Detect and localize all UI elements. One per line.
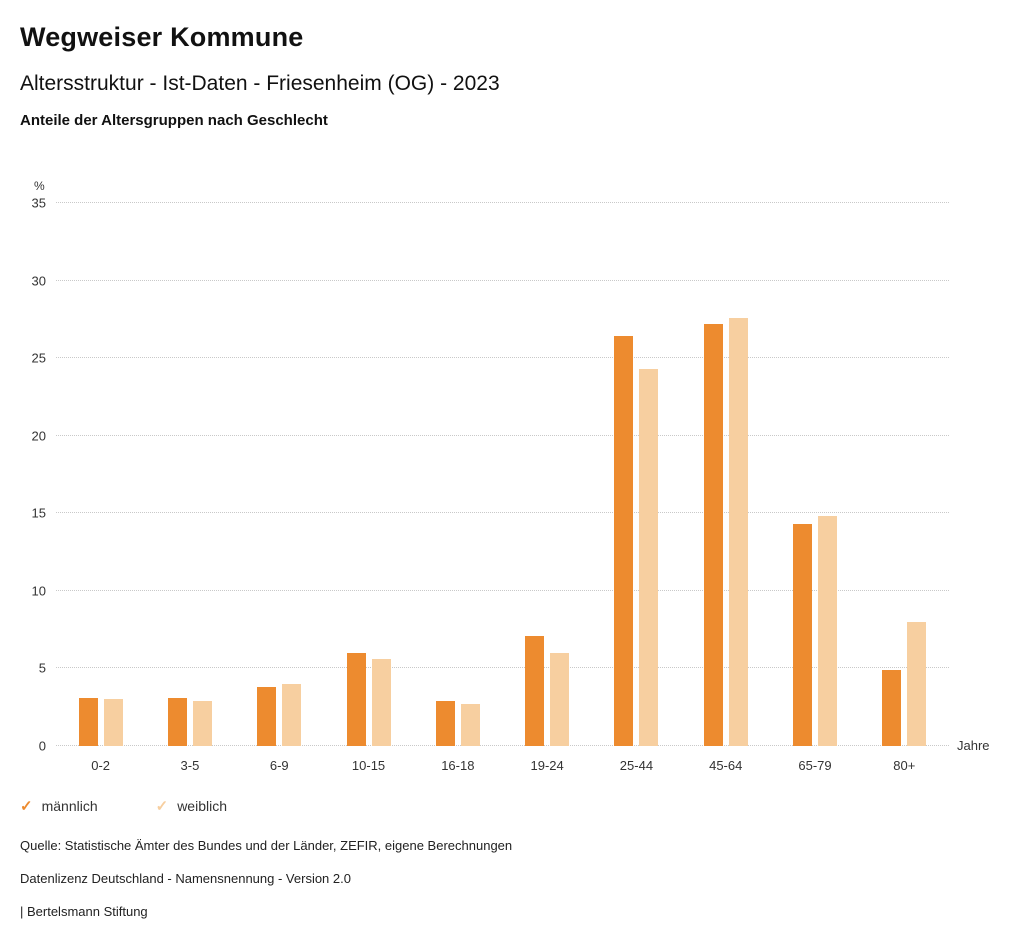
bar-männlich-25-44[interactable] — [614, 336, 634, 746]
bar-group-16-18 — [413, 203, 502, 746]
bar-weiblich-6-9[interactable] — [282, 683, 302, 746]
legend-item-männlich[interactable]: ✓ männlich — [20, 798, 98, 814]
gridline — [56, 745, 949, 746]
source-note: Quelle: Statistische Ämter des Bundes un… — [20, 838, 513, 853]
gridline — [56, 357, 949, 359]
x-tick-label: 80+ — [893, 758, 916, 773]
x-tick-label: 65-79 — [798, 758, 832, 773]
page-title: Wegweiser Kommune — [20, 22, 304, 52]
attribution-note: | Bertelsmann Stiftung — [20, 904, 148, 919]
gridline — [56, 667, 949, 669]
license-note: Datenlizenz Deutschland - Namensnennung … — [20, 871, 351, 886]
bar-männlich-80+[interactable] — [882, 669, 902, 746]
y-tick-label: 0 — [38, 738, 46, 754]
gridline — [56, 434, 949, 436]
legend-label: weiblich — [177, 798, 227, 814]
x-axis-title: Jahre — [949, 203, 1004, 753]
y-axis-unit-label: % — [34, 179, 45, 193]
gridline — [56, 279, 949, 281]
bar-männlich-19-24[interactable] — [525, 635, 545, 746]
bar-weiblich-65-79[interactable] — [818, 516, 838, 746]
bar-männlich-65-79[interactable] — [793, 524, 813, 746]
bar-group-80+ — [860, 203, 949, 746]
bar-weiblich-10-15[interactable] — [371, 659, 391, 746]
bar-group-0-2 — [56, 203, 145, 746]
bar-group-19-24 — [502, 203, 591, 746]
y-tick-label: 10 — [31, 583, 46, 599]
bar-group-65-79 — [770, 203, 859, 746]
x-tick-label: 19-24 — [530, 758, 564, 773]
bar-männlich-10-15[interactable] — [346, 652, 366, 746]
bar-weiblich-0-2[interactable] — [103, 699, 123, 746]
legend-label: männlich — [41, 798, 98, 814]
bar-chart: 0 5 10 15 20 25 30 35 0-2 3-5 6-9 10-15 16-18 19-24 2… — [20, 197, 1004, 774]
gridline — [56, 202, 949, 203]
y-tick-label: 35 — [31, 195, 46, 211]
bar-männlich-45-64[interactable] — [703, 324, 723, 746]
x-tick-label: 10-15 — [351, 758, 386, 773]
x-tick-label: 6-9 — [269, 758, 289, 773]
bar-group-10-15 — [324, 203, 413, 746]
bar-männlich-0-2[interactable] — [78, 697, 98, 746]
footer: Quelle: Statistische Ämter des Bundes un… — [20, 838, 1004, 919]
y-tick-label: 5 — [38, 660, 46, 676]
plot-area: 0-2 3-5 6-9 10-15 16-18 19-24 25-44 45-64 65-79 8… — [56, 202, 949, 773]
x-axis-title-label: Jahre — [957, 738, 990, 753]
bar-group-25-44 — [592, 203, 681, 746]
bar-männlich-3-5[interactable] — [167, 697, 187, 746]
chart-subtitle: Anteile der Altersgruppen nach Geschlech… — [20, 112, 328, 129]
bar-group-6-9 — [235, 203, 324, 746]
bar-weiblich-3-5[interactable] — [192, 701, 212, 746]
x-tick-label: 45-64 — [709, 758, 743, 773]
bar-group-3-5 — [145, 203, 234, 746]
chart-title: Altersstruktur - Ist-Daten - Friesenheim… — [20, 72, 500, 95]
bar-weiblich-25-44[interactable] — [639, 369, 659, 746]
x-tick-label: 16-18 — [441, 758, 475, 773]
checkmark-icon: ✓ — [155, 797, 169, 815]
x-labels: 0-2 3-5 6-9 10-15 16-18 19-24 25-44 45-64 65-79 8… — [56, 758, 949, 773]
bar-groups — [56, 203, 949, 746]
checkmark-icon: ✓ — [20, 797, 33, 815]
y-tick-label: 25 — [31, 350, 46, 366]
bar-männlich-6-9[interactable] — [257, 687, 277, 746]
x-tick-label: 25-44 — [619, 758, 654, 773]
y-axis: 0 5 10 15 20 25 30 35 — [20, 197, 56, 753]
y-tick-label: 30 — [31, 273, 46, 289]
y-tick-label: 20 — [31, 428, 46, 444]
gridline — [56, 589, 949, 591]
x-tick-label: 0-2 — [91, 758, 111, 773]
bar-weiblich-45-64[interactable] — [728, 317, 748, 746]
gridline — [56, 512, 949, 514]
legend: ✓ männlich ✓ weiblich — [20, 798, 1004, 814]
bar-weiblich-16-18[interactable] — [460, 704, 480, 746]
legend-item-weiblich[interactable]: ✓ weiblich — [156, 798, 227, 814]
x-tick-label: 3-5 — [180, 758, 200, 773]
bar-weiblich-19-24[interactable] — [550, 652, 570, 746]
bar-weiblich-80+[interactable] — [907, 621, 927, 746]
bar-männlich-16-18[interactable] — [435, 701, 455, 746]
y-tick-label: 15 — [31, 505, 46, 521]
bar-group-45-64 — [681, 203, 770, 746]
